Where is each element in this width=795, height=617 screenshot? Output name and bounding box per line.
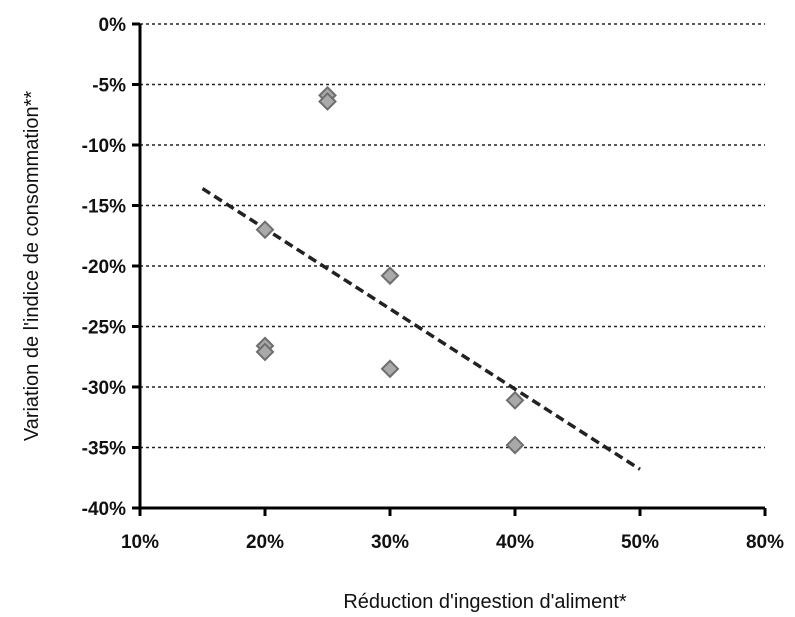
y-axis-title: Variation de l'indice de consommation** [21,91,43,442]
y-tick-label: -20% [82,257,126,278]
y-tick-label: -15% [82,197,126,218]
trendline [201,187,641,471]
data-point [318,92,337,111]
x-tick-label: 10% [121,532,159,553]
data-point [505,390,525,410]
trendline-layer [201,187,641,471]
data-point [505,435,525,455]
data-point [380,359,400,379]
data-points [255,85,525,455]
y-tick-label: -35% [82,439,126,460]
gridlines [140,23,765,449]
y-tick-label: -30% [82,378,126,399]
tick-labels: 0% -5% -10% -15% -20% -25% -30% -35% -40% 10% 20% 3… [82,15,784,553]
data-point [255,342,275,362]
x-axis-title: Réduction d'ingestion d'aliment* [343,591,627,613]
x-tick-label: 40% [496,532,534,553]
x-tick-label: 20% [246,532,284,553]
y-tick-label: -25% [82,318,126,339]
x-tick-label: 80% [746,532,784,553]
y-tick-label: -10% [82,136,126,157]
data-point [380,266,400,286]
axes [132,22,767,516]
x-tick-label: 30% [371,532,409,553]
y-tick-label: -40% [82,499,126,520]
y-tick-label: -5% [92,76,126,97]
y-tick-label: 0% [99,15,127,36]
data-point [255,220,275,240]
x-tick-label: 50% [621,532,659,553]
